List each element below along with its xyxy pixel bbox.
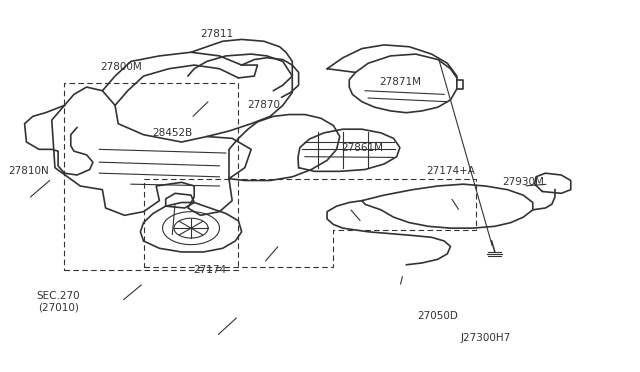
Text: 27871M: 27871M (379, 77, 421, 87)
Text: SEC.270
(27010): SEC.270 (27010) (36, 291, 80, 312)
Text: J27300H7: J27300H7 (460, 333, 511, 343)
Text: 27174+A: 27174+A (426, 166, 475, 176)
Text: 27800M: 27800M (100, 62, 142, 72)
Text: 27811: 27811 (200, 29, 233, 39)
Text: 27174: 27174 (193, 265, 227, 275)
Text: 28452B: 28452B (152, 128, 192, 138)
Text: 27050D: 27050D (417, 311, 458, 321)
Text: 27870: 27870 (247, 100, 280, 110)
Text: 27861M: 27861M (341, 142, 383, 153)
Text: 27930M: 27930M (502, 177, 544, 187)
Text: 27810N: 27810N (8, 166, 49, 176)
